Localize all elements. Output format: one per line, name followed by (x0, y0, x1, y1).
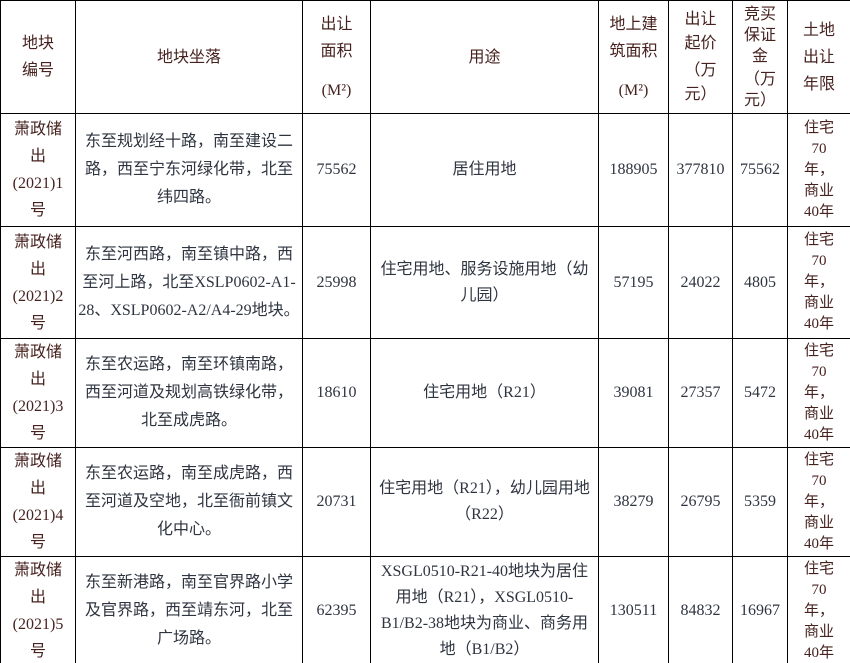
cell-location: 东至规划经十路，南至建设二路，西至宁东河绿化带，北至纬四路。 (75, 113, 303, 227)
col-header-location: 地块坐落 (75, 0, 303, 114)
cell-location: 东至农运路，南至环镇南路，西至河道及规划高铁绿化带，北至成虎路。 (75, 338, 303, 448)
cell-term: 住宅70年，商业40年 (787, 226, 850, 339)
col-header-deposit-label: 竞买 保证 金 (743, 5, 776, 65)
cell-term: 住宅70年，商业40年 (787, 556, 850, 663)
cell-area: 18610 (302, 338, 371, 448)
table-row: 萧政储出(2021)2号 东至河西路，南至镇中路，西至河上路，北至XSLP060… (0, 226, 850, 339)
col-header-transfer-area-label: 出让 面积 (320, 15, 353, 60)
col-header-building-area-label: 地上建 筑面积 (609, 15, 658, 60)
col-header-location-label: 地块坐落 (156, 48, 221, 66)
cell-term: 住宅70年，商业40年 (787, 447, 850, 557)
cell-deposit: 75562 (732, 113, 788, 227)
cell-usage: 住宅用地（R21） (370, 338, 599, 448)
cell-deposit: 4805 (732, 226, 788, 339)
col-header-term: 土地 出让 年限 (787, 0, 850, 114)
col-header-parcel-id-label: 地块 编号 (21, 35, 54, 79)
table-row: 萧政储出(2021)3号 东至农运路，南至环镇南路，西至河道及规划高铁绿化带，北… (0, 338, 850, 448)
cell-start-price: 26795 (668, 447, 733, 557)
cell-location: 东至河西路，南至镇中路，西至河上路，北至XSLP0602-A1-28、XSLP0… (75, 226, 303, 339)
col-header-term-label: 土地 出让 年限 (802, 21, 835, 93)
table-row: 萧政储出(2021)1号 东至规划经十路，南至建设二路，西至宁东河绿化带，北至纬… (0, 113, 850, 227)
table-row: 萧政储出(2021)4号 东至农运路，南至成虎路，西至河道及空地，北至衙前镇文化… (0, 447, 850, 557)
cell-usage: 住宅用地、服务设施用地（幼儿园） (370, 226, 599, 339)
col-header-start-price-label: 出让 起价 (684, 10, 717, 52)
cell-area: 62395 (302, 556, 371, 663)
col-header-deposit-unit: （万 元） (743, 70, 776, 109)
cell-building-area: 38279 (598, 447, 669, 557)
col-header-start-price-unit: （万 元） (684, 61, 717, 103)
cell-deposit: 5359 (732, 447, 788, 557)
cell-term: 住宅70年，商业40年 (787, 338, 850, 448)
cell-location: 东至农运路，南至成虎路，西至河道及空地，北至衙前镇文化中心。 (75, 447, 303, 557)
cell-usage: 住宅用地（R21），幼儿园用地（R22） (370, 447, 599, 557)
cell-usage: XSGL0510-R21-40地块为居住用地（R21），XSGL0510-B1/… (370, 556, 599, 663)
cell-parcel-id: 萧政储出(2021)5号 (0, 556, 76, 663)
col-header-building-area: 地上建 筑面积 (M²) (598, 0, 669, 114)
cell-area: 75562 (302, 113, 371, 227)
cell-parcel-id: 萧政储出(2021)2号 (0, 226, 76, 339)
col-header-parcel-id: 地块 编号 (0, 0, 76, 114)
table-row: 萧政储出(2021)5号 东至新港路，南至官界路小学及官界路，西至靖东河，北至广… (0, 556, 850, 663)
cell-area: 20731 (302, 447, 371, 557)
cell-parcel-id: 萧政储出(2021)4号 (0, 447, 76, 557)
col-header-building-area-unit: (M²) (618, 81, 649, 99)
header-row: 地块 编号 地块坐落 出让 面积 (M²) 用途 地上建 筑面积 (M²) 出让… (0, 0, 850, 114)
cell-building-area: 39081 (598, 338, 669, 448)
cell-building-area: 188905 (598, 113, 669, 227)
cell-deposit: 5472 (732, 338, 788, 448)
col-header-start-price: 出让 起价 （万 元） (668, 0, 733, 114)
cell-area: 25998 (302, 226, 371, 339)
cell-start-price: 377810 (668, 113, 733, 227)
cell-parcel-id: 萧政储出(2021)3号 (0, 338, 76, 448)
cell-start-price: 24022 (668, 226, 733, 339)
col-header-transfer-area-unit: (M²) (321, 81, 352, 99)
col-header-usage: 用途 (370, 0, 599, 114)
cell-deposit: 16967 (732, 556, 788, 663)
cell-location: 东至新港路，南至官界路小学及官界路，西至靖东河，北至广场路。 (75, 556, 303, 663)
cell-term: 住宅70年，商业40年 (787, 113, 850, 227)
col-header-deposit: 竞买 保证 金 （万 元） (732, 0, 788, 114)
col-header-usage-label: 用途 (468, 48, 501, 66)
cell-usage: 居住用地 (370, 113, 599, 227)
cell-start-price: 84832 (668, 556, 733, 663)
cell-building-area: 57195 (598, 226, 669, 339)
cell-start-price: 27357 (668, 338, 733, 448)
cell-parcel-id: 萧政储出(2021)1号 (0, 113, 76, 227)
col-header-transfer-area: 出让 面积 (M²) (302, 0, 371, 114)
cell-building-area: 130511 (598, 556, 669, 663)
